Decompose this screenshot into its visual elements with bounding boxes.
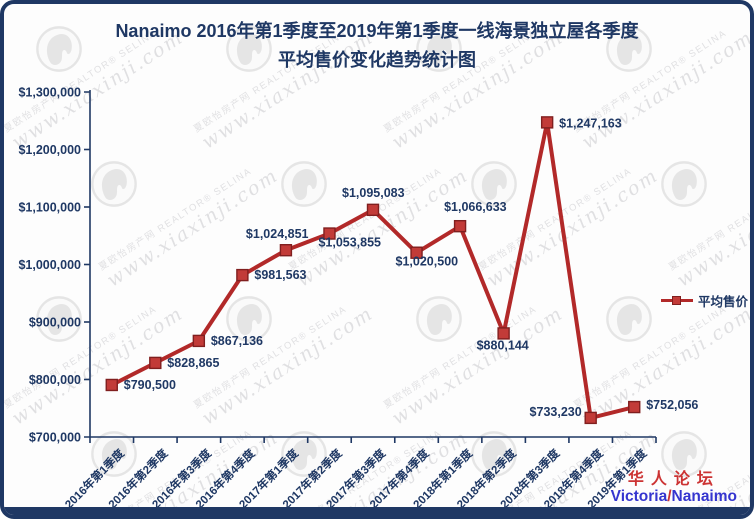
data-point-marker: [540, 116, 554, 129]
y-tick-label: $800,000: [29, 373, 81, 387]
data-point-marker: [497, 327, 510, 340]
data-label: $1,053,855: [318, 236, 381, 250]
chart-title-line2: 平均售价变化趋势统计图: [278, 50, 476, 70]
data-point-marker: [584, 411, 597, 425]
bottom-accent-bar: [4, 507, 750, 515]
data-label: $867,136: [211, 334, 263, 348]
legend-square-marker-icon: [672, 295, 681, 305]
data-label: $1,095,083: [342, 186, 405, 200]
forum-name: 华人论坛: [627, 471, 720, 488]
data-label: $981,563: [254, 268, 306, 282]
y-tick-label: $1,300,000: [18, 86, 81, 100]
region-slash: /: [667, 488, 672, 505]
data-label: $1,247,163: [559, 116, 622, 130]
data-point-marker: [628, 400, 641, 414]
series-markers: [105, 116, 641, 425]
chart-title: Nanaimo 2016年第1季度至2019年第1季度一线海景独立屋各季度 平均…: [4, 17, 750, 75]
chart-title-line1: Nanaimo 2016年第1季度至2019年第1季度一线海景独立屋各季度: [115, 21, 639, 41]
data-label: $1,066,633: [444, 200, 507, 214]
data-label: $752,056: [646, 398, 698, 412]
region-name: Victoria/Nanaimo: [611, 488, 737, 505]
y-tick-label: $900,000: [29, 316, 81, 330]
data-point-marker: [366, 203, 380, 217]
data-point-marker: [192, 334, 206, 348]
x-axis-labels: 2016年第1季度2016年第2季度2016年第3季度2016年第4季度2017…: [62, 446, 650, 511]
legend: 平均售价: [661, 291, 748, 310]
data-point-marker: [323, 227, 336, 240]
y-tick-label: $700,000: [29, 431, 81, 445]
legend-line-marker-icon: [661, 295, 693, 305]
y-tick-label: $1,000,000: [18, 258, 81, 272]
price-trend-line-chart: $700,000 $800,000 $900,000 $1,000,000 $1,100…: [18, 86, 699, 512]
data-label: $880,144: [477, 338, 529, 352]
data-labels: $790,500 $828,865 $867,136 $981,563 $1,024,8…: [124, 116, 699, 419]
y-tick-label: $1,100,000: [18, 201, 81, 215]
x-axis-ticks: [89, 437, 657, 443]
brand-footer: 华人论坛 Victoria/Nanaimo: [611, 471, 737, 505]
data-point-marker: [105, 378, 118, 392]
y-tick-label: $1,200,000: [18, 143, 81, 157]
data-label: $790,500: [124, 378, 176, 392]
data-point-marker: [236, 268, 249, 282]
data-point-marker: [149, 356, 162, 370]
data-label: $1,024,851: [246, 227, 309, 241]
data-point-marker: [453, 219, 467, 233]
data-point-marker: [279, 244, 293, 257]
series-line: [109, 120, 637, 420]
data-label: $828,865: [167, 356, 219, 370]
data-point-marker: [410, 246, 423, 259]
y-axis-ticks: $700,000 $800,000 $900,000 $1,000,000 $1,100…: [18, 86, 90, 445]
data-label: $1,020,500: [396, 255, 459, 269]
region-victoria: Victoria: [610, 488, 668, 505]
data-label: $733,230: [530, 405, 582, 419]
legend-label: 平均售价: [698, 295, 749, 309]
region-nanaimo: Nanaimo: [671, 488, 737, 505]
